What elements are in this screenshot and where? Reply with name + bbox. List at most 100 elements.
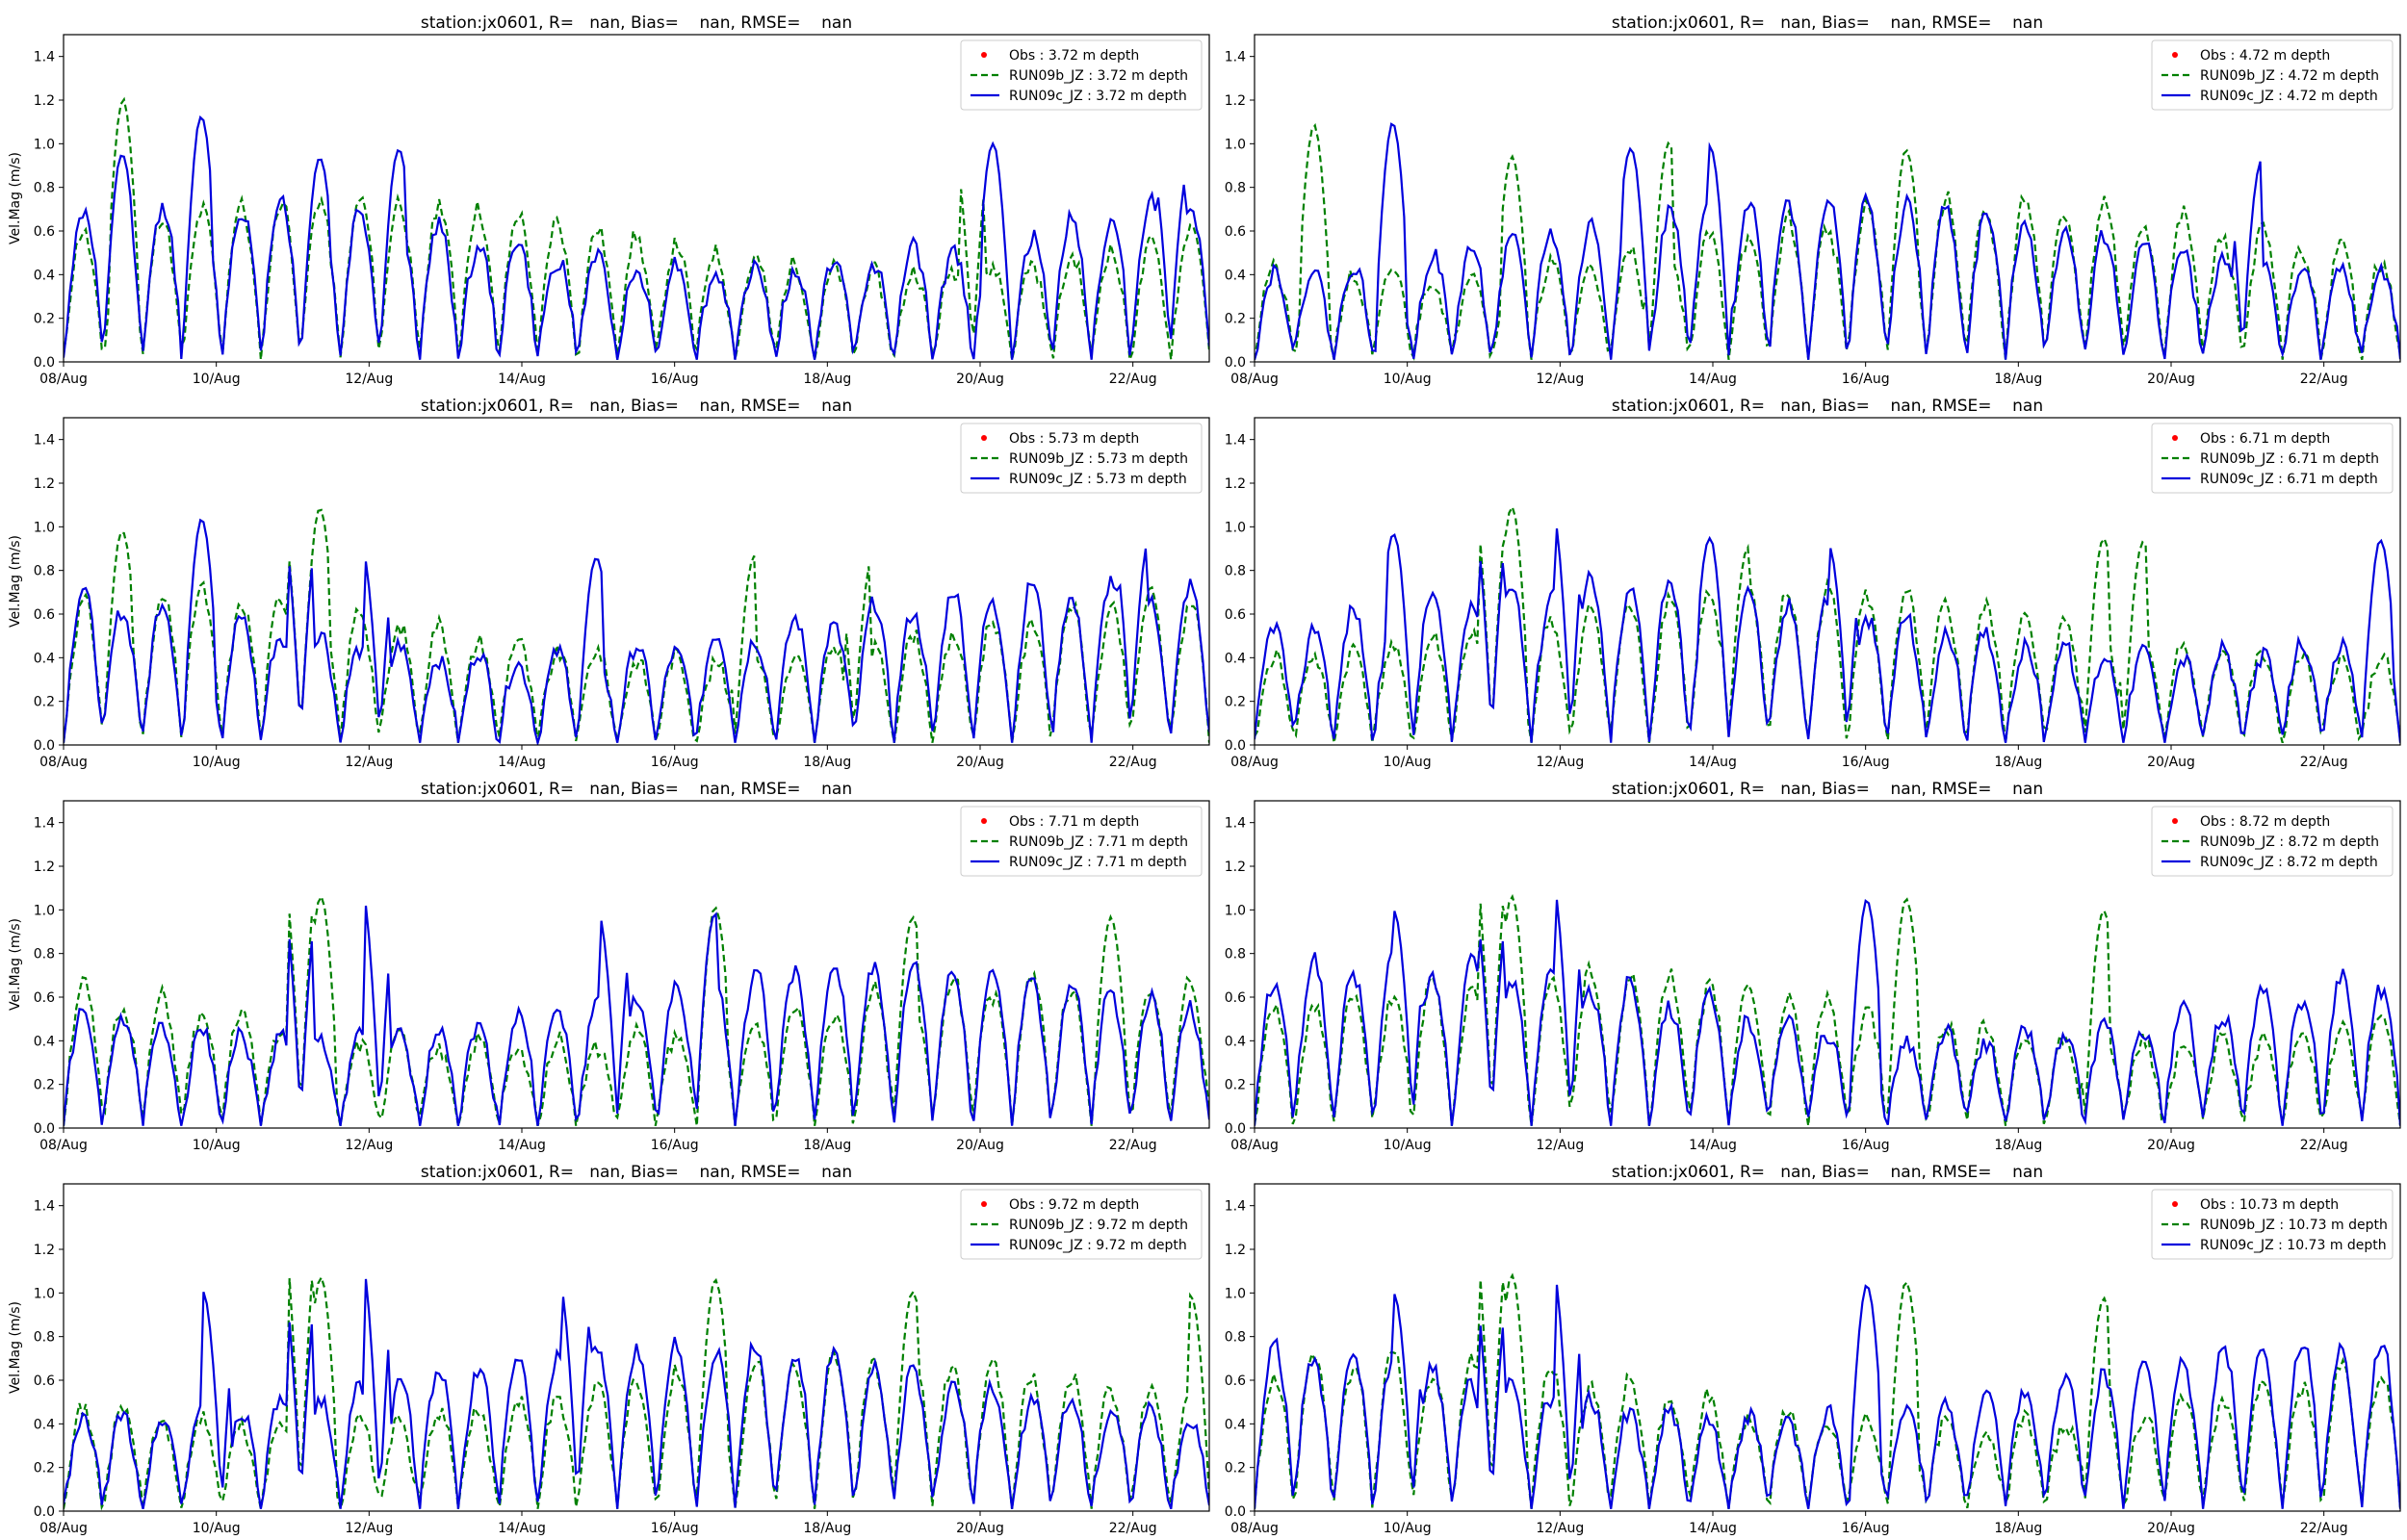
x-tick-label: 20/Aug <box>2147 755 2195 770</box>
y-tick-label: 0.6 <box>34 224 55 240</box>
legend-entry: Obs : 6.71 m depth <box>2200 431 2330 447</box>
legend-entry: RUN09c_JZ : 8.72 m depth <box>2200 855 2378 870</box>
y-tick-label: 0.8 <box>1225 947 1246 962</box>
x-tick-label: 08/Aug <box>1230 1521 1279 1536</box>
legend: Obs : 7.71 m depth RUN09b_JZ : 7.71 m dep… <box>960 806 1203 877</box>
legend-entry: Obs : 7.71 m depth <box>1009 814 1139 830</box>
legend-entry: RUN09c_JZ : 3.72 m depth <box>1009 89 1187 104</box>
run09b-series-line <box>1255 1272 2400 1509</box>
legend-box <box>960 806 1203 877</box>
x-tick-label: 18/Aug <box>1994 1521 2042 1536</box>
plot-frame <box>1254 800 2401 1129</box>
x-tick-label: 18/Aug <box>803 1521 851 1536</box>
run09b-series-line <box>1255 893 2400 1126</box>
x-tick-label: 14/Aug <box>1689 1138 1737 1153</box>
chart-title: station:jx0601, R= nan, Bias= nan, RMSE=… <box>1612 397 2043 416</box>
y-tick-label: 1.0 <box>1225 903 1246 918</box>
red-dot-icon <box>2172 1201 2178 1207</box>
run09c-series-line <box>64 905 1209 1126</box>
legend-entry: RUN09b_JZ : 4.72 m depth <box>2200 68 2379 84</box>
y-tick-label: 0.2 <box>34 1078 55 1093</box>
y-tick-label: 1.4 <box>34 50 55 65</box>
x-tick-label: 08/Aug <box>39 372 88 387</box>
y-axis-label: Vel.Mag (m/s) <box>8 152 23 244</box>
x-tick-label: 22/Aug <box>1109 372 1157 387</box>
y-tick-label: 1.0 <box>34 1286 55 1301</box>
y-tick-label: 0.6 <box>34 1373 55 1389</box>
y-tick-label: 1.4 <box>1225 50 1246 65</box>
x-tick-label: 16/Aug <box>1842 1138 1890 1153</box>
y-tick-label: 1.0 <box>1225 137 1246 152</box>
x-tick-label: 12/Aug <box>345 1521 393 1536</box>
plot-frame <box>1254 417 2401 746</box>
red-dot-icon <box>981 435 987 441</box>
x-tick-label: 22/Aug <box>2300 1521 2348 1536</box>
x-tick-label: 18/Aug <box>803 372 851 387</box>
chart-title: station:jx0601, R= nan, Bias= nan, RMSE=… <box>421 13 852 33</box>
y-tick-label: 0.2 <box>1225 312 1246 327</box>
x-tick-label: 10/Aug <box>193 755 241 770</box>
run09c-series-line <box>64 1278 1209 1510</box>
chart-title: station:jx0601, R= nan, Bias= nan, RMSE=… <box>1612 780 2043 799</box>
y-tick-label: 0.2 <box>1225 1461 1246 1476</box>
x-tick-label: 08/Aug <box>1230 1138 1279 1153</box>
y-axis-label: Vel.Mag (m/s) <box>8 918 23 1011</box>
x-tick-label: 22/Aug <box>1109 1521 1157 1536</box>
legend: Obs : 3.72 m depth RUN09b_JZ : 3.72 m dep… <box>960 39 1203 111</box>
x-tick-label: 16/Aug <box>651 755 699 770</box>
x-tick-label: 12/Aug <box>345 372 393 387</box>
plot-frame <box>1254 1183 2401 1512</box>
red-dot-icon <box>981 52 987 58</box>
x-tick-label: 22/Aug <box>2300 1138 2348 1153</box>
legend-entry: RUN09b_JZ : 5.73 m depth <box>1009 451 1188 467</box>
x-tick-label: 14/Aug <box>498 1138 546 1153</box>
chart-title: station:jx0601, R= nan, Bias= nan, RMSE=… <box>1612 1163 2043 1182</box>
x-tick-label: 08/Aug <box>39 1138 88 1153</box>
red-dot-icon <box>981 1201 987 1207</box>
chart-panel-2: station:jx0601, R= nan, Bias= nan, RMSE=… <box>1225 13 2401 387</box>
y-tick-label: 0.6 <box>34 607 55 623</box>
x-tick-label: 16/Aug <box>651 372 699 387</box>
red-dot-icon <box>2172 52 2178 58</box>
chart-panel-3: station:jx0601, R= nan, Bias= nan, RMSE=… <box>8 397 1210 770</box>
x-tick-label: 20/Aug <box>956 1138 1004 1153</box>
plot-frame <box>63 34 1210 363</box>
x-tick-label: 08/Aug <box>1230 372 1279 387</box>
legend: Obs : 6.71 m depth RUN09b_JZ : 6.71 m dep… <box>2151 423 2394 494</box>
legend-box <box>2151 39 2394 111</box>
x-tick-label: 16/Aug <box>1842 755 1890 770</box>
legend-entry: RUN09c_JZ : 4.72 m depth <box>2200 89 2378 104</box>
plot-frame <box>63 800 1210 1129</box>
x-tick-label: 20/Aug <box>956 1521 1004 1536</box>
chart-panel-6: station:jx0601, R= nan, Bias= nan, RMSE=… <box>1225 780 2401 1153</box>
y-tick-label: 0.0 <box>34 738 55 754</box>
legend-entry: RUN09b_JZ : 10.73 m depth <box>2200 1218 2388 1233</box>
legend-entry: RUN09b_JZ : 6.71 m depth <box>2200 451 2379 467</box>
y-tick-label: 0.6 <box>1225 607 1246 623</box>
x-tick-label: 22/Aug <box>1109 1138 1157 1153</box>
chart-title: station:jx0601, R= nan, Bias= nan, RMSE=… <box>421 1163 852 1182</box>
x-tick-label: 20/Aug <box>2147 372 2195 387</box>
run09c-series-line <box>1255 898 2400 1126</box>
x-tick-label: 18/Aug <box>1994 1138 2042 1153</box>
plot-frame <box>1254 34 2401 363</box>
x-tick-label: 12/Aug <box>1536 372 1584 387</box>
x-tick-label: 14/Aug <box>498 1521 546 1536</box>
y-tick-label: 0.6 <box>34 990 55 1006</box>
x-tick-label: 20/Aug <box>956 755 1004 770</box>
legend-entry: RUN09c_JZ : 5.73 m depth <box>1009 472 1187 487</box>
legend: Obs : 5.73 m depth RUN09b_JZ : 5.73 m dep… <box>960 423 1203 494</box>
y-tick-label: 0.0 <box>1225 1504 1246 1520</box>
run09b-series-line <box>1255 503 2400 743</box>
y-tick-label: 1.4 <box>34 433 55 449</box>
y-tick-label: 1.2 <box>1225 476 1246 492</box>
y-tick-label: 0.6 <box>1225 1373 1246 1389</box>
x-tick-label: 08/Aug <box>39 1521 88 1536</box>
run09b-series-line <box>64 508 1209 743</box>
y-tick-label: 0.2 <box>34 695 55 710</box>
run09b-series-line <box>1255 122 2400 362</box>
legend: Obs : 8.72 m depth RUN09b_JZ : 8.72 m dep… <box>2151 806 2394 877</box>
legend-box <box>2151 1189 2394 1260</box>
x-tick-label: 12/Aug <box>345 755 393 770</box>
